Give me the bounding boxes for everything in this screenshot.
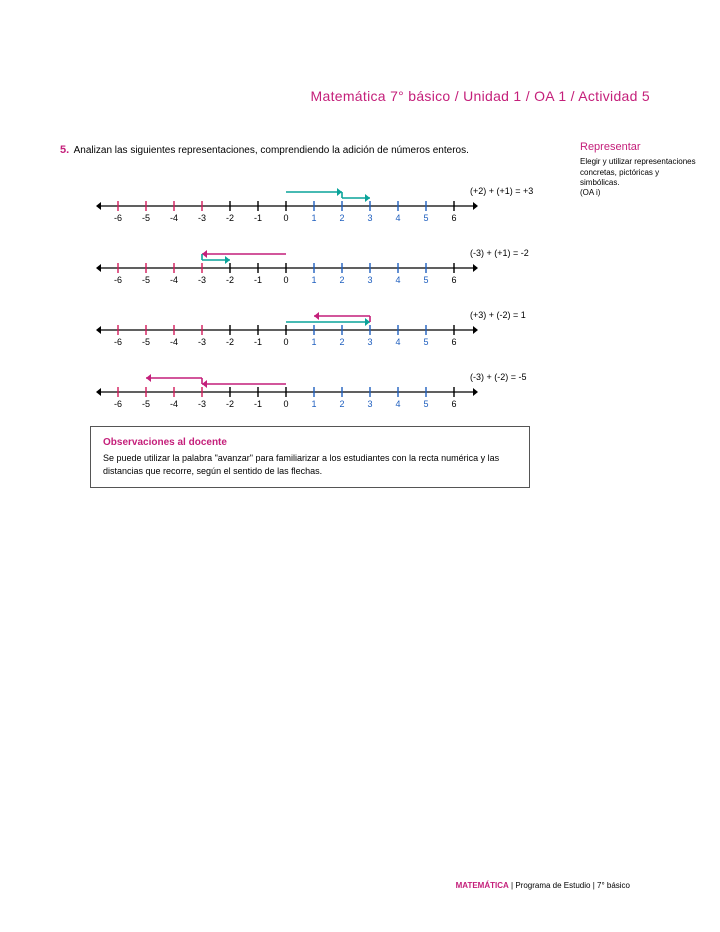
svg-text:3: 3 [367,275,372,285]
svg-text:4: 4 [395,213,400,223]
svg-text:4: 4 [395,399,400,409]
page-title: Matemática 7° básico / Unidad 1 / OA 1 /… [311,88,650,104]
svg-text:-3: -3 [198,337,206,347]
svg-text:-1: -1 [254,275,262,285]
number-line: -6 -5 -4 -3 -2 -1 0 1 2 3 4 5 6 [90,292,484,350]
svg-text:-1: -1 [254,337,262,347]
observation-text: Se puede utilizar la palabra "avanzar" p… [103,452,517,477]
svg-text:6: 6 [451,275,456,285]
observation-title: Observaciones al docente [103,437,517,448]
number-line-block: -6 -5 -4 -3 -2 -1 0 1 2 3 4 5 6 (-3) + (+1) = -2 [90,230,550,292]
equation-label: (-3) + (+1) = -2 [470,248,529,258]
question-block: 5. Analizan las siguientes representacio… [60,140,570,158]
footer-tail: 7° básico [597,881,630,890]
main-content: 5. Analizan las siguientes representacio… [60,140,570,488]
footer: MATEMÁTICA | Programa de Estudio | 7° bá… [456,881,630,890]
svg-text:0: 0 [283,337,288,347]
svg-text:0: 0 [283,399,288,409]
svg-text:-2: -2 [226,399,234,409]
svg-text:-4: -4 [170,399,178,409]
svg-text:5: 5 [423,399,428,409]
svg-text:-4: -4 [170,337,178,347]
svg-text:-6: -6 [114,399,122,409]
svg-text:-4: -4 [170,275,178,285]
svg-text:3: 3 [367,399,372,409]
svg-text:1: 1 [311,213,316,223]
svg-text:-6: -6 [114,213,122,223]
observation-box: Observaciones al docente Se puede utiliz… [90,426,530,488]
sidebar: Representar Elegir y utilizar representa… [580,140,700,199]
svg-text:2: 2 [339,275,344,285]
number-line: -6 -5 -4 -3 -2 -1 0 1 2 3 4 5 6 [90,230,484,288]
svg-text:3: 3 [367,213,372,223]
number-line: -6 -5 -4 -3 -2 -1 0 1 2 3 4 5 6 [90,354,484,412]
number-line-block: -6 -5 -4 -3 -2 -1 0 1 2 3 4 5 6 (+2) + (+1) = +3 [90,168,550,230]
svg-text:6: 6 [451,213,456,223]
svg-text:0: 0 [283,213,288,223]
number-lines-container: -6-5-4-3-2-10123456(+2) + (+1) = +3-6-5-… [90,168,550,416]
svg-text:-6: -6 [114,275,122,285]
number-line-block: -6 -5 -4 -3 -2 -1 0 1 2 3 4 5 6 (+3) + (-2) = 1 [90,292,550,354]
svg-text:-3: -3 [198,275,206,285]
svg-text:-5: -5 [142,399,150,409]
svg-text:1: 1 [311,337,316,347]
equation-label: (+3) + (-2) = 1 [470,310,526,320]
svg-text:-5: -5 [142,337,150,347]
svg-text:4: 4 [395,275,400,285]
question-number: 5. [60,144,69,156]
svg-text:-3: -3 [198,213,206,223]
footer-brand: MATEMÁTICA [456,881,509,890]
svg-text:5: 5 [423,275,428,285]
svg-text:6: 6 [451,337,456,347]
sidebar-title: Representar [580,140,700,154]
svg-text:-6: -6 [114,337,122,347]
svg-text:-1: -1 [254,399,262,409]
svg-text:5: 5 [423,213,428,223]
svg-text:2: 2 [339,213,344,223]
svg-text:1: 1 [311,275,316,285]
number-line: -6 -5 -4 -3 -2 -1 0 1 2 3 4 5 6 [90,168,484,226]
svg-text:6: 6 [451,399,456,409]
svg-text:0: 0 [283,275,288,285]
question-text: Analizan las siguientes representaciones… [74,145,469,156]
equation-label: (-3) + (-2) = -5 [470,372,527,382]
svg-text:2: 2 [339,399,344,409]
svg-text:-5: -5 [142,213,150,223]
footer-mid: Programa de Estudio [515,881,590,890]
number-line-block: -6 -5 -4 -3 -2 -1 0 1 2 3 4 5 6 (-3) + (-2) = -5 [90,354,550,416]
svg-text:5: 5 [423,337,428,347]
svg-text:1: 1 [311,399,316,409]
svg-text:-1: -1 [254,213,262,223]
svg-text:-2: -2 [226,275,234,285]
svg-text:3: 3 [367,337,372,347]
svg-text:-4: -4 [170,213,178,223]
svg-text:-5: -5 [142,275,150,285]
svg-text:4: 4 [395,337,400,347]
svg-text:-3: -3 [198,399,206,409]
svg-text:-2: -2 [226,213,234,223]
sidebar-code: (OA i) [580,188,700,198]
equation-label: (+2) + (+1) = +3 [470,186,533,196]
svg-text:-2: -2 [226,337,234,347]
sidebar-body: Elegir y utilizar representaciones concr… [580,157,700,188]
svg-text:2: 2 [339,337,344,347]
